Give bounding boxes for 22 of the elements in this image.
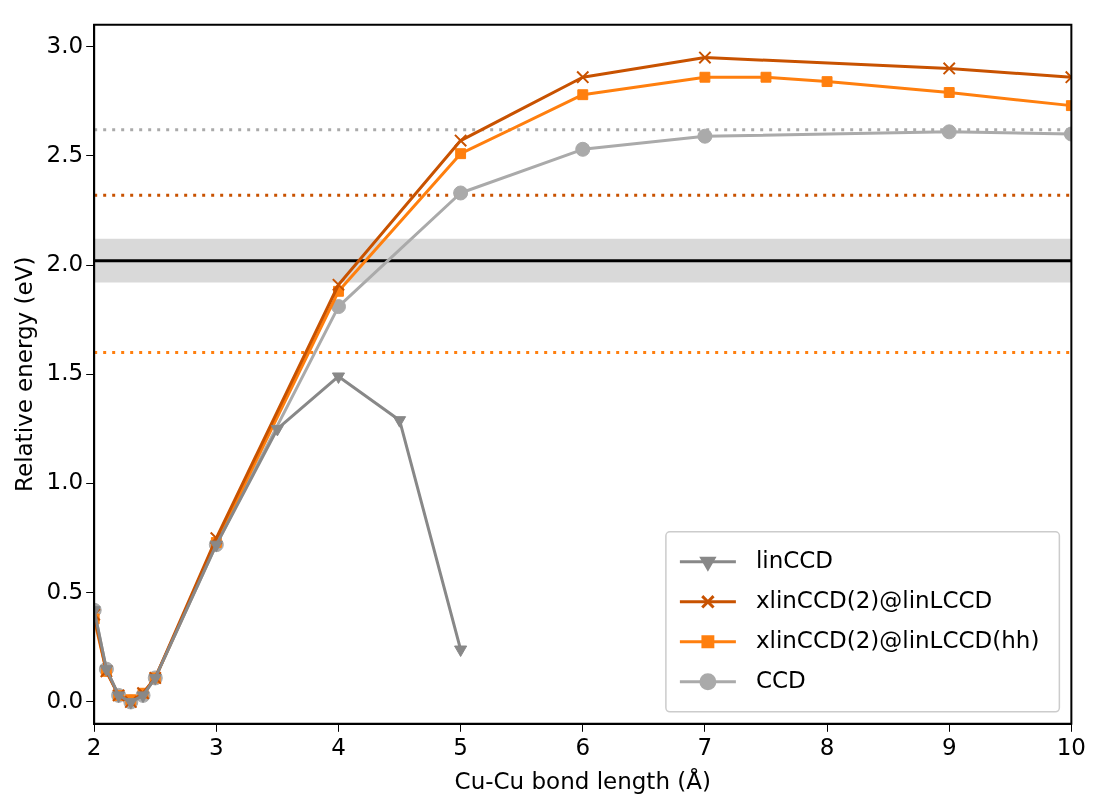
x-tick-label: 4 — [331, 733, 346, 760]
x-axis-title: Cu-Cu bond length (Å) — [454, 767, 711, 795]
y-tick-label: 3.0 — [46, 31, 84, 58]
x-tick-label: 8 — [819, 733, 835, 760]
x-tick-label: 9 — [941, 733, 957, 760]
x-tick-label: 5 — [453, 733, 468, 760]
x-tick-label: 7 — [697, 733, 713, 760]
y-tick-label: 2.0 — [46, 250, 84, 277]
y-tick-label: 0.0 — [46, 686, 84, 713]
y-axis-title: Relative energy (eV) — [10, 256, 37, 492]
x-tick-label: 6 — [575, 733, 591, 760]
legend-label: linCCD — [755, 546, 834, 573]
y-tick-label: 2.5 — [46, 140, 84, 167]
legend-label: CCD — [755, 666, 806, 693]
legend-label: xlinCCD(2)@linLCCD(hh) — [755, 626, 1040, 653]
legend-label: xlinCCD(2)@linLCCD — [755, 586, 993, 613]
x-tick-label: 2 — [86, 733, 102, 760]
x-tick-label: 3 — [209, 733, 224, 760]
y-tick-label: 0.5 — [46, 577, 84, 604]
x-tick-label: 10 — [1056, 733, 1087, 760]
y-tick-label: 1.5 — [46, 359, 84, 386]
y-tick-label: 1.0 — [46, 468, 84, 495]
